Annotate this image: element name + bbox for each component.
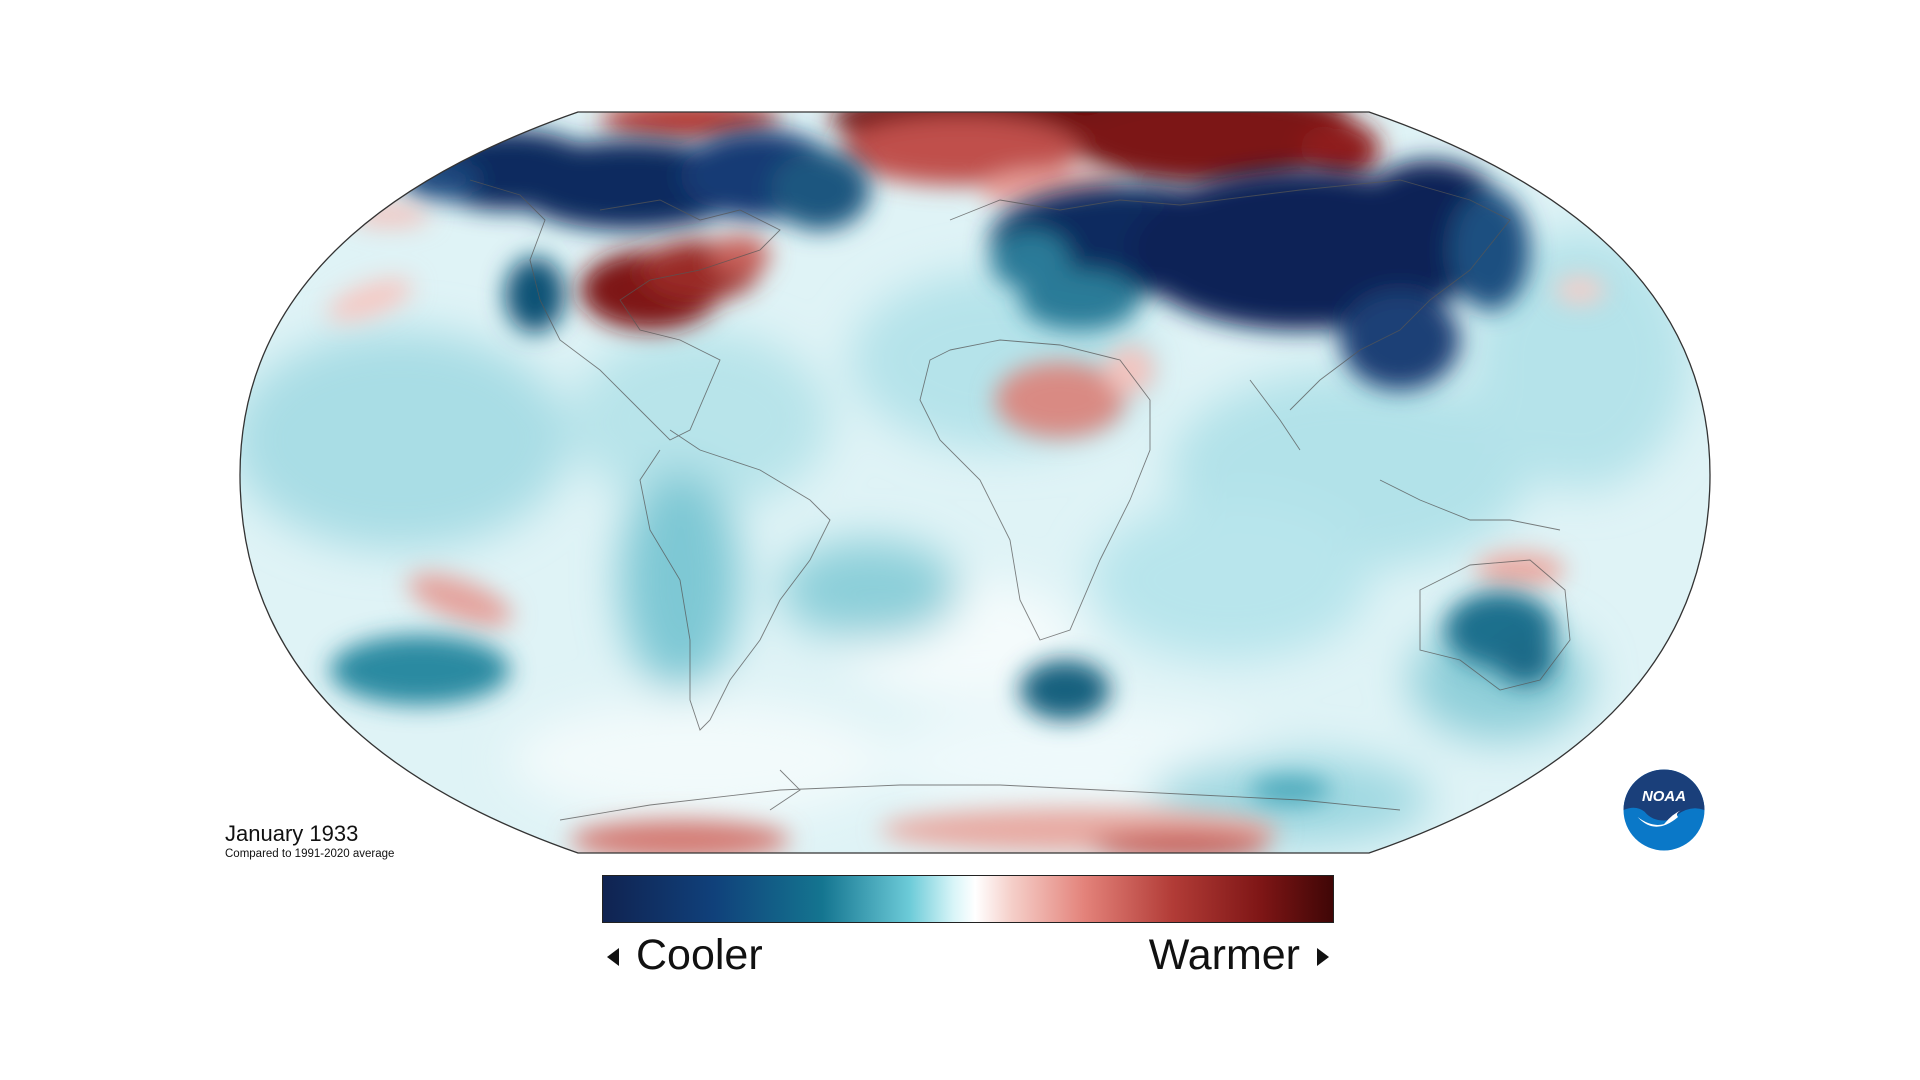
noaa-logo: NOAA bbox=[1620, 766, 1708, 854]
triangle-right-icon bbox=[1317, 948, 1329, 966]
arctic-warm bbox=[600, 112, 1380, 210]
background-field bbox=[240, 230, 1690, 845]
color-legend: Cooler Warmer bbox=[602, 875, 1334, 979]
legend-colorbar bbox=[602, 875, 1334, 923]
eurasia-cold bbox=[990, 160, 1530, 390]
coastlines bbox=[469, 179, 1571, 821]
globe-outline bbox=[239, 111, 1711, 854]
antarctic-warm bbox=[570, 808, 1280, 853]
legend-cooler-label: Cooler bbox=[636, 931, 763, 979]
warm-patches bbox=[327, 203, 1605, 627]
north-america-cold bbox=[400, 130, 870, 333]
southern-cold bbox=[330, 592, 1555, 804]
map-caption: January 1933 Compared to 1991-2020 avera… bbox=[225, 821, 394, 861]
triangle-left-icon bbox=[607, 948, 619, 966]
noaa-logo-text: NOAA bbox=[1642, 788, 1686, 805]
north-africa-warm bbox=[995, 345, 1155, 438]
map-subtitle: Compared to 1991-2020 average bbox=[225, 848, 395, 860]
legend-warmer-label: Warmer bbox=[1148, 931, 1300, 979]
map-date: January 1933 bbox=[225, 821, 359, 846]
anomaly-field bbox=[240, 112, 1710, 853]
legend-labels: Cooler Warmer bbox=[602, 923, 1334, 979]
